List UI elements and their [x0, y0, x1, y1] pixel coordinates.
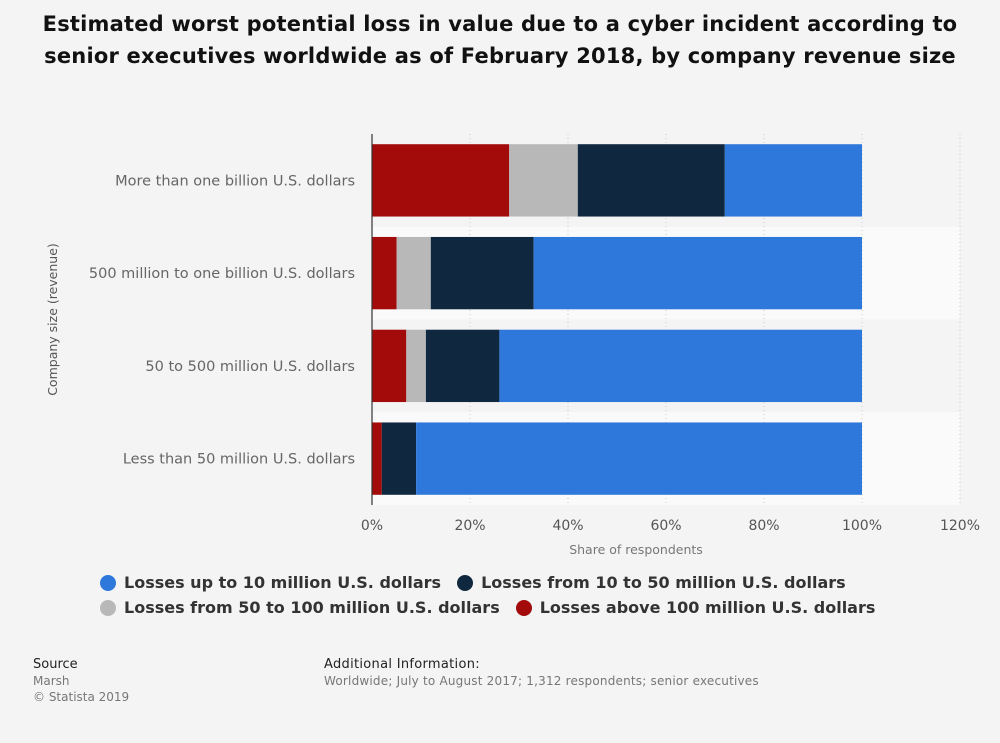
x-tick-label: 80% [748, 518, 779, 534]
bar-segment [381, 422, 417, 495]
x-tick-label: 20% [454, 518, 485, 534]
legend-row: Losses up to 10 million U.S. dollars Los… [100, 570, 920, 595]
x-tick-label: 100% [842, 518, 882, 534]
bar-segment [430, 236, 534, 310]
bar-segment [372, 236, 397, 310]
bar-segment [396, 236, 431, 310]
y-tick-label: More than one billion U.S. dollars [115, 173, 355, 189]
legend-item-up-to-10m[interactable]: Losses up to 10 million U.S. dollars [100, 573, 441, 592]
legend-label: Losses up to 10 million U.S. dollars [124, 573, 442, 592]
legend-label: Losses from 50 to 100 million U.S. dolla… [124, 598, 500, 617]
legend-marker [100, 574, 116, 591]
legend-item-50-to-100m[interactable]: Losses from 50 to 100 million U.S. dolla… [100, 598, 500, 617]
y-tick-label: 50 to 500 million U.S. dollars [145, 359, 355, 375]
legend-row: Losses from 50 to 100 million U.S. dolla… [100, 595, 920, 620]
bar-segment [372, 329, 407, 403]
chart-title: Estimated worst potential loss in value … [42, 12, 958, 68]
x-tick-label: 60% [650, 518, 681, 534]
x-tick-label: 40% [552, 518, 583, 534]
y-tick-label: 500 million to one billion U.S. dollars [89, 266, 355, 282]
x-tick-label: 120% [940, 518, 980, 534]
bar-segment [416, 422, 862, 495]
bar-segment [577, 144, 725, 217]
x-tick-label: 0% [361, 518, 383, 534]
y-axis-title: Company size (revenue) [45, 243, 60, 396]
bar-segment [509, 144, 578, 217]
legend-label: Losses above 100 million U.S. dollars [539, 598, 876, 617]
additional-info-text: Worldwide; July to August 2017; 1,312 re… [324, 674, 759, 688]
bar-segment [724, 144, 862, 217]
source-header: Source [33, 657, 78, 672]
bar-chart: 0% 20% 40% 60% 80% 100% 120% More than one bill… [45, 134, 980, 557]
legend-label: Losses from 10 to 50 million U.S. dollar… [481, 573, 846, 592]
bar-segment [533, 236, 862, 310]
legend-item-above-100m[interactable]: Losses above 100 million U.S. dollars [515, 598, 876, 617]
source-line: © Statista 2019 [33, 690, 130, 704]
legend-marker [457, 574, 474, 591]
legend-item-10-to-50m[interactable]: Losses from 10 to 50 million U.S. dollar… [457, 573, 846, 592]
legend: Losses up to 10 million U.S. dollars Los… [100, 570, 920, 620]
source-block: Source Marsh © Statista 2019 [33, 657, 129, 705]
additional-info-header: Additional Information: [324, 657, 480, 672]
source-line[interactable]: Marsh [33, 674, 70, 688]
bar-segment [425, 329, 500, 403]
x-axis-title: Share of respondents [569, 542, 703, 557]
additional-info-block: Additional Information: Worldwide; July … [324, 657, 759, 689]
bar-segment [372, 422, 382, 495]
y-tick-label: Less than 50 million U.S. dollars [123, 452, 355, 468]
bar-segment [406, 329, 426, 403]
bar-segment [499, 329, 862, 403]
bar-segment [372, 144, 510, 217]
legend-marker [515, 599, 532, 616]
legend-marker [100, 599, 116, 616]
